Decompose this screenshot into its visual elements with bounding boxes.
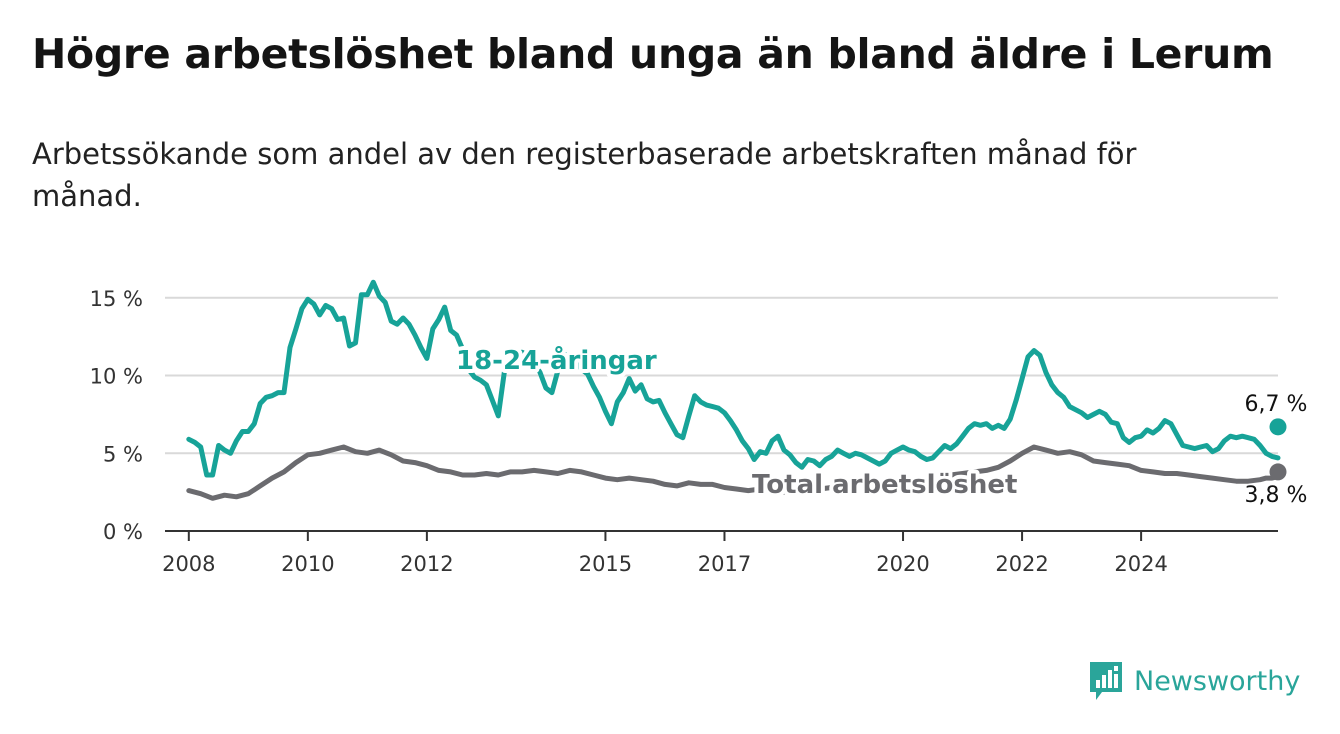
x-tick-label: 2024 [1114,552,1167,576]
series-label-total: Total arbetslöshet [752,470,1017,500]
x-tick-label: 2022 [995,552,1048,576]
y-tick-label: 15 % [90,287,143,311]
x-tick-label: 2020 [876,552,929,576]
end-value-label-total: 3,8 % [1245,483,1308,508]
series-label-youth: 18-24-åringar [456,344,657,376]
series-label-youth-halo: 18-24-åringar [456,344,657,376]
series-line-total [186,444,1281,501]
y-tick-label: 0 % [103,520,143,544]
end-marker-total [1269,463,1287,481]
x-tick-label: 2008 [162,552,215,576]
y-tick-label: 10 % [90,365,143,389]
x-tick-label: 2010 [281,552,334,576]
x-tick-label: 2012 [400,552,453,576]
chart-subtitle: Arbetssökande som andel av den registerb… [32,137,1137,213]
x-tick-label: 2017 [698,552,751,576]
end-value-label-youth: 6,7 % [1245,392,1308,417]
end-marker-youth [1269,418,1287,436]
brand: Newsworthy [1088,660,1300,702]
y-tick-label: 5 % [103,442,143,466]
x-tick-label: 2015 [579,552,632,576]
newsworthy-logo-icon [1090,662,1122,700]
brand-name: Newsworthy [1134,665,1301,697]
series-line-youth [186,279,1281,478]
chart-title: Högre arbetslöshet bland unga än bland ä… [32,30,1274,78]
series-label-total-halo: Total arbetslöshet [752,470,1017,500]
